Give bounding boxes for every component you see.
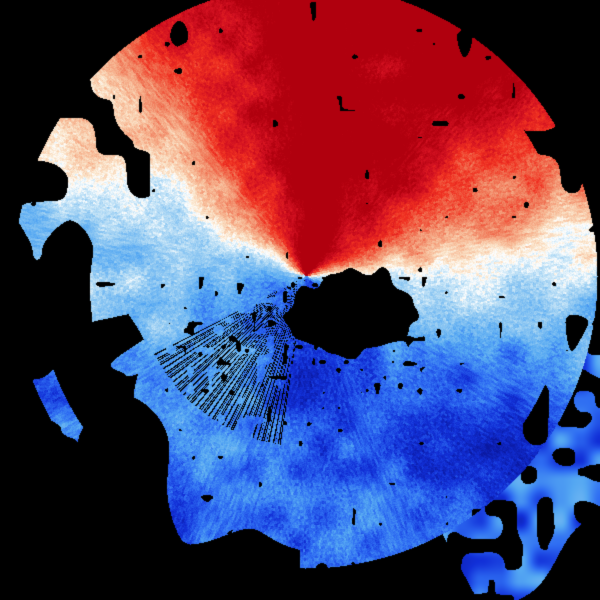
radar-velocity-canvas[interactable] <box>0 0 600 600</box>
radar-display <box>0 0 600 600</box>
